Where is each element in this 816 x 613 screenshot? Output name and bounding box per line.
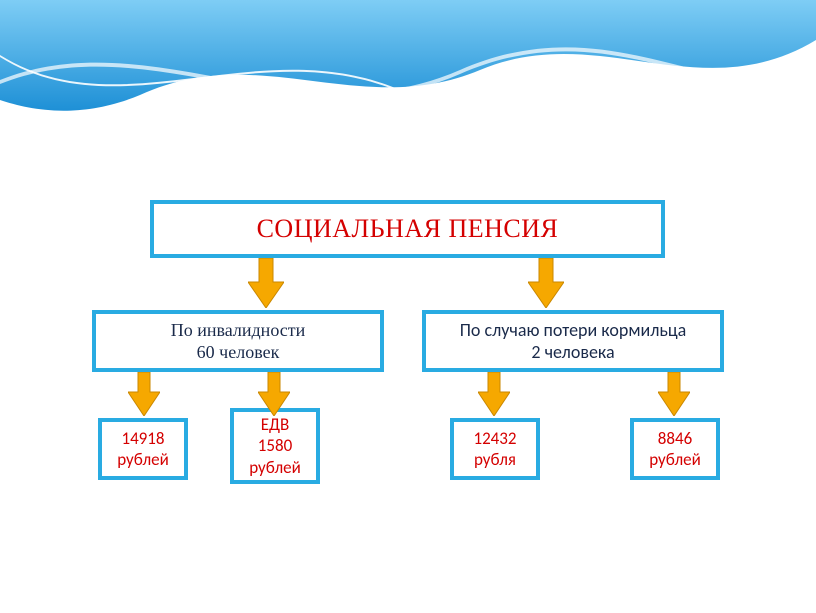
wave-icon (0, 0, 816, 160)
leaf-l1-box: 14918 рублей (98, 418, 188, 480)
title-box: СОЦИАЛЬНАЯ ПЕНСИЯ (150, 200, 665, 258)
leaf-r1-box: 12432 рубля (450, 418, 540, 480)
header-wave (0, 0, 816, 160)
leaf-r2-line1: 8846 (658, 428, 692, 449)
leaf-r2-line2: рублей (649, 449, 701, 470)
arrow-icon (258, 372, 290, 416)
mid-left-line1: По инвалидности (171, 319, 306, 342)
leaf-l2-line3: рублей (249, 457, 301, 478)
leaf-r2-box: 8846 рублей (630, 418, 720, 480)
leaf-r1-line2: рубля (474, 449, 516, 470)
arrow-icon (248, 258, 284, 308)
leaf-l2-box: ЕДВ 1580 рублей (230, 408, 320, 484)
arrow-icon (478, 372, 510, 416)
mid-right-line1: По случаю потери кормильца (460, 319, 687, 342)
arrow-icon (528, 258, 564, 308)
leaf-r1-line1: 12432 (473, 428, 516, 449)
leaf-l2-line1: ЕДВ (261, 414, 289, 435)
mid-right-line2: 2 человека (531, 341, 614, 364)
arrow-icon (128, 372, 160, 416)
arrow-icon (658, 372, 690, 416)
leaf-l1-line2: рублей (117, 449, 169, 470)
mid-right-box: По случаю потери кормильца 2 человека (422, 310, 724, 372)
leaf-l2-line2: 1580 (258, 435, 292, 456)
mid-left-line2: 60 человек (197, 341, 280, 364)
mid-left-box: По инвалидности 60 человек (92, 310, 384, 372)
title-text: СОЦИАЛЬНАЯ ПЕНСИЯ (257, 213, 559, 246)
leaf-l1-line1: 14918 (121, 428, 164, 449)
